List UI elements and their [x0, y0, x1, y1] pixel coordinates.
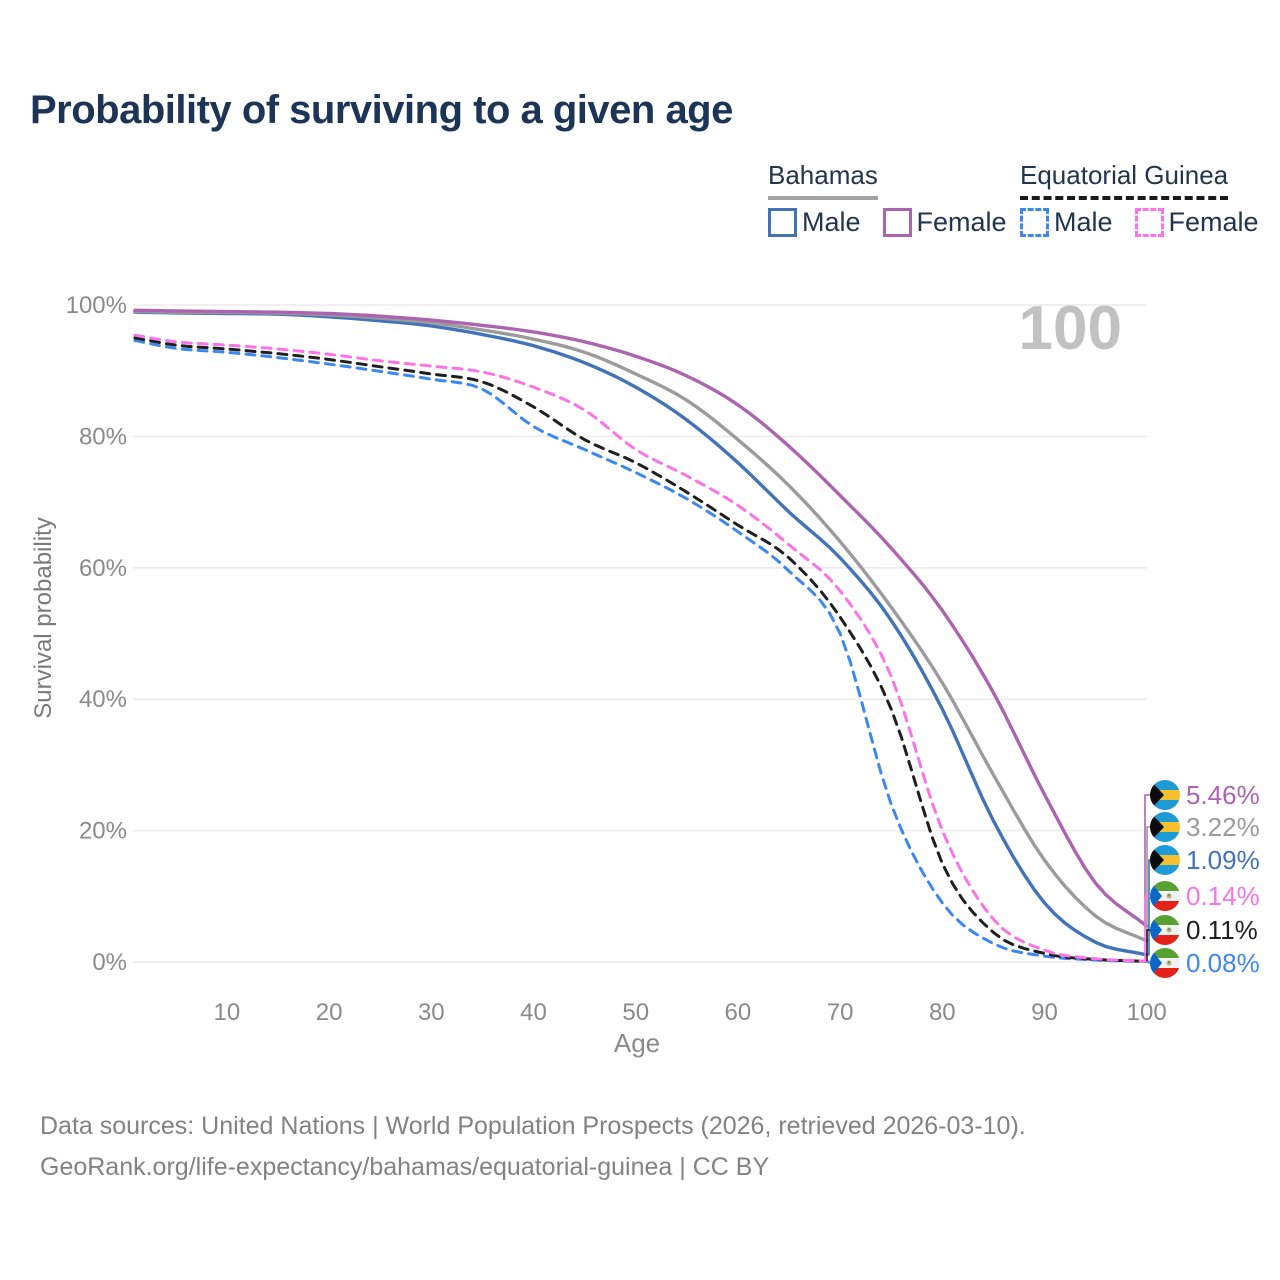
- legend-items-bahamas: Male Female: [768, 207, 1007, 238]
- y-axis-title: Survival probability: [30, 517, 57, 719]
- y-tick-label: 20%: [79, 818, 127, 845]
- legend-header-bahamas: Bahamas: [768, 160, 878, 200]
- legend-item-eq-guinea-female[interactable]: Female: [1134, 207, 1259, 238]
- x-tick-label: 90: [1031, 999, 1058, 1026]
- endpoint-leader-line: [1144, 794, 1152, 927]
- equatorial-guinea-flag-icon: [1150, 948, 1180, 978]
- endpoint-value: 5.46%: [1186, 779, 1260, 810]
- legend-header-equatorial-guinea: Equatorial Guinea: [1020, 160, 1229, 200]
- x-tick-label: 50: [622, 999, 649, 1026]
- bahamas-flag-icon: [1150, 780, 1180, 810]
- legend-item-bahamas-female[interactable]: Female: [882, 207, 1007, 238]
- eq-guinea-female-swatch-icon: [1134, 208, 1164, 237]
- equatorial-guinea-flag-icon: [1150, 881, 1180, 911]
- bahamas-flag-icon: [1150, 812, 1180, 842]
- x-axis-title: Age: [613, 1028, 661, 1058]
- legend-label: Female: [1168, 207, 1259, 237]
- bahamas-female-swatch-icon: [882, 208, 912, 237]
- endpoint-label-row: 0.08%: [1150, 948, 1260, 978]
- equatorial-guinea-flag-icon: [1150, 915, 1180, 945]
- page-title: Probability of surviving to a given age: [30, 88, 733, 132]
- x-tick-label: 40: [520, 999, 547, 1026]
- endpoint-label-row: 1.09%: [1150, 845, 1260, 875]
- endpoint-value: 3.22%: [1186, 811, 1260, 842]
- endpoint-label-row: 3.22%: [1150, 812, 1260, 842]
- equatorial-guinea-flag-icon: [1150, 948, 1180, 978]
- endpoint-value: 0.08%: [1186, 947, 1260, 978]
- equatorial-guinea-flag-icon: [1150, 881, 1180, 911]
- endpoint-value: 0.14%: [1186, 880, 1260, 911]
- equatorial-guinea-flag-icon: [1150, 915, 1180, 945]
- endpoint-value: 0.11%: [1186, 914, 1258, 945]
- bahamas-flag-icon: [1150, 845, 1180, 875]
- age-watermark: 100: [1018, 294, 1122, 363]
- footer: Data sources: United Nations | World Pop…: [40, 1106, 1026, 1188]
- x-tick-label: 70: [827, 999, 854, 1026]
- y-tick-label: 60%: [79, 555, 127, 582]
- legend-group-bahamas: Bahamas Male Female: [768, 160, 1007, 238]
- series-line-bahamas-both-sexes: [133, 309, 1149, 943]
- bahamas-flag-icon: [1150, 845, 1180, 875]
- series-line-bahamas-female: [133, 308, 1149, 928]
- legend-item-bahamas-male[interactable]: Male: [768, 207, 861, 238]
- series-line-equatorial-guinea-both-sexes: [133, 336, 1149, 963]
- endpoint-value: 1.09%: [1186, 844, 1260, 875]
- endpoint-label-row: 5.46%: [1150, 780, 1260, 810]
- y-tick-label: 40%: [79, 686, 127, 713]
- legend-item-eq-guinea-male[interactable]: Male: [1020, 207, 1113, 238]
- y-tick-label: 0%: [92, 949, 127, 976]
- series-line-equatorial-guinea-female: [133, 333, 1149, 963]
- bahamas-male-swatch-icon: [768, 208, 797, 237]
- x-tick-label: 10: [214, 999, 241, 1026]
- legend-group-equatorial-guinea: Equatorial Guinea Male Female: [1020, 160, 1259, 238]
- footer-attribution-link: GeoRank.org/life-expectancy/bahamas/equa…: [40, 1153, 770, 1181]
- x-tick-label: 100: [1127, 999, 1167, 1026]
- y-tick-label: 80%: [79, 423, 127, 450]
- x-tick-label: 80: [929, 999, 956, 1026]
- bahamas-flag-icon: [1150, 812, 1180, 842]
- legend-label: Male: [802, 207, 861, 237]
- legend-items-equatorial-guinea: Male Female: [1020, 207, 1259, 238]
- x-tick-label: 20: [316, 999, 343, 1026]
- endpoint-label-row: 0.14%: [1150, 881, 1260, 911]
- footer-data-sources: Data sources: United Nations | World Pop…: [40, 1112, 1026, 1140]
- eq-guinea-male-swatch-icon: [1020, 208, 1049, 237]
- endpoint-leader-line: [1144, 895, 1152, 962]
- series-line-bahamas-male: [133, 310, 1149, 957]
- bahamas-flag-icon: [1150, 780, 1180, 810]
- legend-label: Male: [1054, 207, 1113, 237]
- legend-label: Female: [916, 207, 1007, 237]
- endpoint-label-row: 0.11%: [1150, 915, 1258, 945]
- y-tick-label: 100%: [66, 292, 127, 319]
- x-tick-label: 30: [418, 999, 445, 1026]
- series-line-equatorial-guinea-male: [133, 339, 1149, 963]
- x-tick-label: 60: [725, 999, 752, 1026]
